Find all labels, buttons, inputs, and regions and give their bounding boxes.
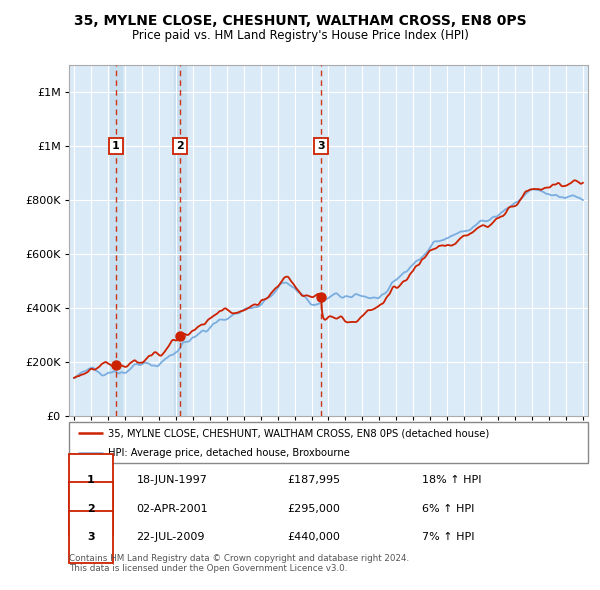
Text: £187,995: £187,995 — [287, 476, 340, 485]
Bar — [174, 65, 186, 416]
Text: 1: 1 — [112, 141, 119, 151]
Text: 3: 3 — [317, 141, 325, 151]
Text: £295,000: £295,000 — [287, 504, 340, 513]
FancyBboxPatch shape — [69, 482, 113, 535]
Text: 7% ↑ HPI: 7% ↑ HPI — [422, 532, 475, 542]
Text: 1: 1 — [87, 476, 95, 485]
Text: Price paid vs. HM Land Registry's House Price Index (HPI): Price paid vs. HM Land Registry's House … — [131, 29, 469, 42]
Text: 35, MYLNE CLOSE, CHESHUNT, WALTHAM CROSS, EN8 0PS (detached house): 35, MYLNE CLOSE, CHESHUNT, WALTHAM CROSS… — [108, 428, 489, 438]
Text: 6% ↑ HPI: 6% ↑ HPI — [422, 504, 474, 513]
Text: 18% ↑ HPI: 18% ↑ HPI — [422, 476, 481, 485]
Text: £440,000: £440,000 — [287, 532, 340, 542]
Text: 2: 2 — [176, 141, 184, 151]
Text: 22-JUL-2009: 22-JUL-2009 — [136, 532, 205, 542]
Text: 2: 2 — [87, 504, 95, 513]
Bar — [110, 65, 122, 416]
Text: 3: 3 — [87, 532, 95, 542]
Text: Contains HM Land Registry data © Crown copyright and database right 2024.
This d: Contains HM Land Registry data © Crown c… — [69, 554, 409, 573]
FancyBboxPatch shape — [69, 510, 113, 563]
Text: 35, MYLNE CLOSE, CHESHUNT, WALTHAM CROSS, EN8 0PS: 35, MYLNE CLOSE, CHESHUNT, WALTHAM CROSS… — [74, 14, 526, 28]
Text: 18-JUN-1997: 18-JUN-1997 — [136, 476, 208, 485]
FancyBboxPatch shape — [69, 454, 113, 507]
Text: HPI: Average price, detached house, Broxbourne: HPI: Average price, detached house, Brox… — [108, 448, 350, 458]
Text: 02-APR-2001: 02-APR-2001 — [136, 504, 208, 513]
